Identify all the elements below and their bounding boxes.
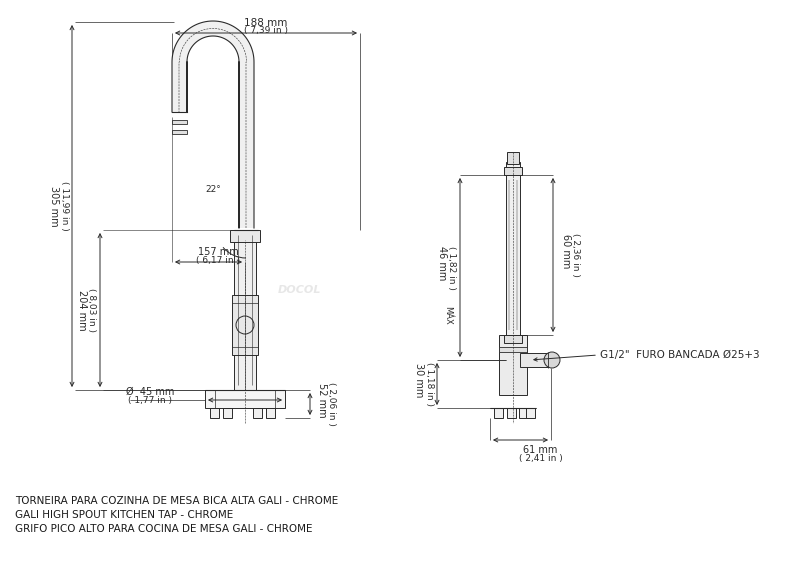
Bar <box>234 230 256 390</box>
Text: 61 mm: 61 mm <box>523 445 558 455</box>
Text: TORNEIRA PARA COZINHA DE MESA BICA ALTA GALI - CHROME: TORNEIRA PARA COZINHA DE MESA BICA ALTA … <box>15 496 338 506</box>
Bar <box>232 295 258 355</box>
Bar <box>504 335 522 343</box>
Bar <box>494 408 503 418</box>
Text: Ø  45 mm: Ø 45 mm <box>126 387 174 397</box>
Text: ( 11,99 in ): ( 11,99 in ) <box>59 181 69 231</box>
Text: GALI HIGH SPOUT KITCHEN TAP - CHROME: GALI HIGH SPOUT KITCHEN TAP - CHROME <box>15 510 234 520</box>
Text: 46 mm: 46 mm <box>437 246 447 281</box>
Bar <box>504 167 522 175</box>
Bar <box>520 353 548 367</box>
Bar <box>507 152 519 164</box>
Bar <box>172 130 187 134</box>
Bar <box>266 408 275 418</box>
Text: 22°: 22° <box>205 185 221 194</box>
Bar <box>172 120 187 124</box>
Polygon shape <box>172 21 254 228</box>
Text: ( 2,41 in ): ( 2,41 in ) <box>518 454 562 463</box>
Bar <box>223 408 232 418</box>
Bar <box>230 230 260 242</box>
Bar <box>499 347 527 352</box>
Text: ( 8,03 in ): ( 8,03 in ) <box>87 288 97 332</box>
Text: 30 mm: 30 mm <box>414 363 424 397</box>
Text: G1/2"  FURO BANCADA Ø25+3: G1/2" FURO BANCADA Ø25+3 <box>600 350 760 360</box>
Text: DOCOL: DOCOL <box>278 285 322 295</box>
Text: ( 2,06 in ): ( 2,06 in ) <box>327 382 337 426</box>
Bar <box>253 408 262 418</box>
Text: 305 mm: 305 mm <box>49 186 59 227</box>
Text: ( 6,17 in ): ( 6,17 in ) <box>197 255 241 264</box>
Text: 157 mm: 157 mm <box>198 247 239 257</box>
Text: ( 1,82 in ): ( 1,82 in ) <box>447 246 457 289</box>
Bar <box>507 408 516 418</box>
Bar <box>205 390 285 408</box>
Text: MÁX: MÁX <box>443 306 453 324</box>
Text: ( 2,36 in ): ( 2,36 in ) <box>571 233 581 277</box>
Text: 188 mm: 188 mm <box>244 18 288 28</box>
Text: ( 7,39 in ): ( 7,39 in ) <box>244 27 288 36</box>
Bar <box>506 162 520 175</box>
Bar <box>526 408 535 418</box>
Text: ( 1,77 in ): ( 1,77 in ) <box>128 396 172 405</box>
Text: ( 1,18 in ): ( 1,18 in ) <box>425 362 434 406</box>
Bar <box>506 175 520 335</box>
Bar <box>210 408 219 418</box>
Circle shape <box>544 352 560 368</box>
Text: 52 mm: 52 mm <box>317 383 327 418</box>
Bar <box>519 408 528 418</box>
Text: 60 mm: 60 mm <box>561 234 571 268</box>
Bar <box>499 335 527 395</box>
Text: 204 mm: 204 mm <box>77 290 87 331</box>
Text: GRIFO PICO ALTO PARA COCINA DE MESA GALI - CHROME: GRIFO PICO ALTO PARA COCINA DE MESA GALI… <box>15 524 313 534</box>
